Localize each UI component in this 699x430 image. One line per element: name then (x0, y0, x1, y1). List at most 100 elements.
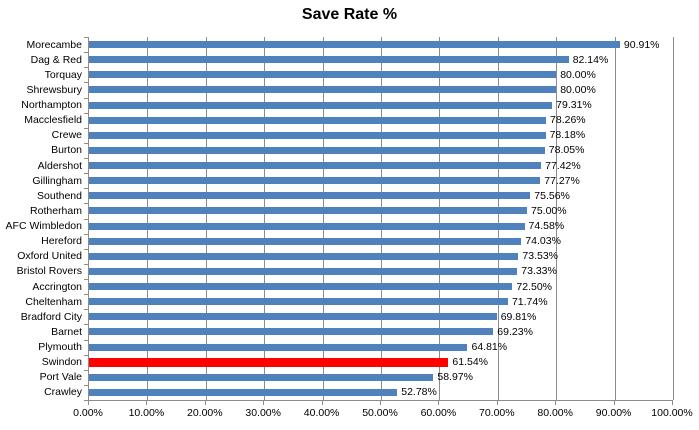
bar (89, 71, 557, 79)
y-axis-tick (84, 248, 88, 250)
category-label: Burton (51, 144, 82, 157)
bar (89, 101, 553, 109)
bar (89, 131, 546, 139)
y-axis-tick (84, 173, 88, 175)
category-label: Crawley (44, 386, 82, 399)
value-label: 73.33% (521, 265, 557, 278)
y-axis-tick (84, 218, 88, 220)
bar-row: 90.91% (89, 37, 673, 52)
y-axis-tick (84, 354, 88, 356)
plot-area: 90.91% 82.14% 80.00% 80.00% 79.31% 78.26% 78.1… (88, 37, 674, 401)
value-label: 78.26% (550, 114, 586, 127)
bar-row: 64.81% (89, 340, 673, 355)
bar (89, 373, 434, 381)
bar-row: 77.27% (89, 173, 673, 188)
category-label: Northampton (21, 99, 82, 112)
category-label: Gillingham (32, 174, 82, 187)
bar-row: 69.81% (89, 309, 673, 324)
y-axis-tick (84, 188, 88, 190)
value-label: 77.42% (545, 159, 581, 172)
x-axis-tick-label: 10.00% (128, 407, 165, 419)
y-axis-tick (84, 324, 88, 326)
y-axis-tick (84, 97, 88, 99)
y-axis-category-labels: Morecambe Dag & Red Torquay Shrewsbury North… (0, 37, 82, 400)
x-axis-tick (555, 401, 557, 405)
gridline (264, 37, 266, 400)
chart-title: Save Rate % (301, 6, 398, 23)
bar (89, 56, 569, 64)
category-label: Barnet (51, 325, 82, 338)
category-label: Aldershot (37, 159, 82, 172)
y-axis-tick (84, 309, 88, 311)
category-label: Bradford City (20, 310, 82, 323)
category-label: Dag & Red (30, 53, 82, 66)
x-axis-tick-label: 30.00% (245, 407, 281, 419)
category-label: Bristol Rovers (16, 265, 82, 278)
x-axis-tick-label: 50.00% (362, 407, 398, 419)
category-label: Port Vale (39, 371, 82, 384)
gridline (614, 37, 616, 400)
value-label: 75.56% (534, 189, 570, 202)
bar-row: 82.14% (89, 52, 673, 67)
value-label: 75.00% (531, 204, 567, 217)
value-label: 72.50% (516, 280, 553, 293)
category-label: Oxford United (17, 250, 82, 263)
y-axis-tick (84, 384, 88, 386)
category-label: Southend (37, 189, 82, 202)
x-axis-tick (263, 401, 265, 405)
gridline (439, 37, 441, 400)
bar (89, 328, 494, 336)
bar-row: 52.78% (89, 385, 673, 400)
bar-highlight-Swindon (89, 357, 449, 367)
value-label: 80.00% (560, 68, 596, 81)
bar (89, 252, 519, 260)
category-label: Accrington (32, 280, 82, 293)
gridline (147, 37, 149, 400)
bar (89, 177, 541, 185)
x-axis-tick (146, 401, 148, 405)
x-axis-tick (496, 401, 498, 405)
y-axis-tick (84, 82, 88, 84)
value-label: 82.14% (572, 53, 609, 66)
category-label: Swindon (41, 356, 82, 369)
bar (89, 192, 531, 200)
y-axis-tick (84, 37, 88, 38)
value-label: 71.74% (511, 295, 548, 308)
x-axis-tick-label: 100.00% (651, 407, 693, 419)
x-axis-tick-label: 0.00% (73, 407, 103, 419)
gridline (497, 37, 499, 400)
category-label: Cheltenham (25, 295, 82, 308)
gridline (205, 37, 207, 400)
x-axis-tick-label: 20.00% (186, 407, 223, 419)
y-axis-tick (84, 233, 88, 235)
bar-row: 72.50% (89, 279, 673, 294)
value-label: 74.58% (528, 220, 565, 233)
y-axis-tick (84, 339, 88, 341)
x-axis-tick-label: 70.00% (478, 407, 515, 419)
x-axis-tick (321, 401, 323, 405)
y-axis-tick (84, 158, 88, 159)
bar (89, 283, 513, 291)
value-label: 90.91% (623, 38, 660, 51)
gridline (322, 37, 324, 400)
bar (89, 162, 542, 170)
x-axis-tick-label: 40.00% (303, 407, 340, 419)
bar-row: 74.03% (89, 234, 673, 249)
bar-row: 73.53% (89, 249, 673, 264)
value-label: 77.27% (544, 174, 580, 187)
value-label: 69.81% (500, 310, 537, 323)
bar-row: 79.31% (89, 98, 673, 113)
y-axis-tick (84, 127, 88, 129)
category-label: Torquay (44, 68, 82, 81)
x-axis-tick (613, 401, 615, 405)
bar-row: 61.54% (89, 355, 673, 370)
bar (89, 41, 620, 49)
bar-rows: 90.91% 82.14% 80.00% 80.00% 79.31% 78.26% 78.1… (89, 37, 673, 400)
bar-row: 58.97% (89, 370, 673, 385)
gridline (673, 37, 674, 400)
value-label: 52.78% (401, 386, 437, 399)
bar-row: 78.26% (89, 113, 673, 128)
bar (89, 388, 398, 396)
category-label: Hereford (41, 235, 82, 248)
